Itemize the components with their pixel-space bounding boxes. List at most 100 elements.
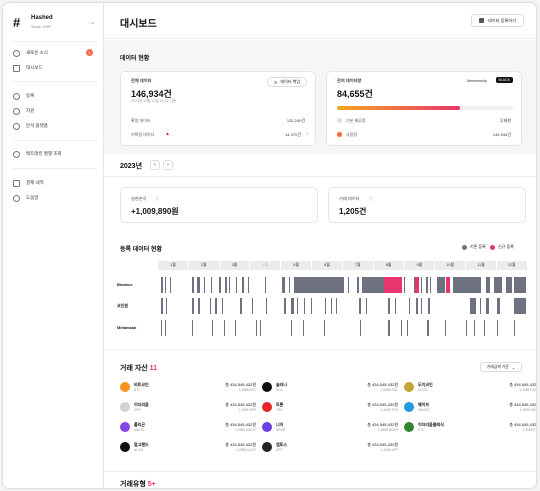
timeline-mark [428,298,430,314]
warning-icon: ▲ [165,131,170,137]
usage-progress-bar [337,106,513,110]
membership-label: Membership [467,79,487,83]
brand-name: Hashed [31,15,53,21]
next-year-button[interactable]: › [163,160,173,170]
sidebar-item-news[interactable]: 새로운 소식 1 [13,48,97,58]
timeline-mark [256,320,257,336]
timeline-mark [437,277,445,293]
sidebar-item-help[interactable]: 도움말 [13,193,97,203]
asset-ticker: MATIC [134,428,145,432]
timeline-mark [421,277,422,293]
info-icon[interactable]: ⓘ [369,196,373,201]
divider [13,140,97,141]
calendar-icon [13,150,20,158]
asset-item[interactable]: 니어 NEAR 총 434,545,432원 1,4585 NEAR [262,420,398,436]
info-circle-icon [13,107,20,115]
legend-label: 신규 등록 [498,244,514,249]
etc-coin-icon [404,422,414,432]
timeline-mark [240,298,242,314]
timeline-mark [486,277,490,293]
divider [104,471,536,472]
sidebar-item-payments[interactable]: 결제 내역 [13,178,97,188]
asset-ticker: ALGO [134,448,144,452]
asset-item[interactable]: 알고랜드 ALGO 총 434,545,432원 1,4585 ALGO [120,440,256,456]
timeline-mark [282,277,285,293]
timeline-mark [210,298,211,314]
sidebar-item-label: 지원 [26,108,35,113]
asset-item[interactable]: 이더리움 XRP 총 434,545,432원 1,4585 XRP [120,400,256,416]
asset-item[interactable]: 앱토스 APT 총 434,545,432원 1,4585 APT [262,440,398,456]
realized-pnl-value: +1,009,890원 [131,207,179,216]
sort-select[interactable]: 거래금액 기준 ⌄ [479,362,522,372]
asset-quantity: 1,4585 XRP [238,408,256,412]
sidebar-item-register[interactable]: 등록 [13,91,97,101]
btc-coin-icon [120,382,130,392]
timeline-mark [197,277,200,293]
timeline-mark [260,320,261,336]
timeline-mark [348,277,349,293]
sidebar-item-support[interactable]: 지원 [13,106,97,116]
chevron-right-icon[interactable]: › [306,131,308,137]
home-icon [13,64,20,72]
asset-quantity: 1,4585 TRX [380,408,398,412]
data-status-section: 데이터 현황 전체 데이터 146,934건 2023년 11월 12일 22:… [104,40,536,154]
asset-quantity: 1,4585 ALGO [236,448,256,452]
brand-switcher[interactable]: # Hashed Since 1997 ⌄ [13,13,97,35]
info-icon[interactable]: ⓘ [155,196,159,201]
realized-pnl-label: 실현손익 [131,196,147,201]
timeline-mark [494,277,502,293]
sidebar-item-analysis[interactable]: 분석 플랫폼 [13,121,97,131]
waves-coin-icon [404,402,414,412]
asset-name: 웨이브 [418,402,430,407]
sidebar-item-dashboard[interactable]: 대시보드 [13,63,97,73]
timeline-row-label: Metamask [117,325,137,330]
timeline-mark [325,298,326,314]
assets-title: 거래 자산 11 [120,363,157,373]
timeline-mark-new [415,277,419,293]
prev-year-button[interactable]: ‹ [150,160,160,170]
legend-swatch [462,244,467,250]
usage-progress-fill [337,106,461,110]
timeline-mark [161,277,163,293]
data-backup-button[interactable]: ↻ 데이터 백업 [267,77,307,87]
asset-item[interactable]: 비트코인 BTC 총 434,545,432원 1,4585 BTC [120,380,256,396]
timeline-mark [357,277,359,293]
near-coin-icon [262,422,272,432]
timeline-mark [284,298,286,314]
register-data-button[interactable]: 데이터 등록하기 [470,14,524,27]
sidebar-item-backtracking[interactable]: 백트래킹 월별 조회 [13,149,97,159]
timeline-mark [395,298,396,314]
asset-quantity: 1,4585 APT [380,448,398,452]
timeline-mark [416,298,418,314]
plus-circle-icon [13,92,20,100]
chevron-down-icon: ⌄ [89,20,95,26]
total-data-label: 전체 데이터 [131,78,152,83]
legend-label: 기존 등록 [470,244,486,249]
timeline-mark [297,298,298,314]
help-icon [13,194,20,202]
timeline-month-1: 1월 [158,261,189,270]
trade-types-title: 거래유형 5+ [120,479,156,488]
header: 대시보드 데이터 등록하기 [104,3,536,39]
membership-badge: BLACK [495,77,513,83]
sol-coin-icon [262,382,272,392]
asset-item[interactable]: 폴리곤 MATIC 총 434,545,432원 1,4585 MATIC [120,420,256,436]
asset-item[interactable]: 트론 TRX 총 434,545,432원 1,4585 TRX [262,400,398,416]
asset-amount: 총 434,545,432원 [509,402,536,407]
timeline-mark [192,298,194,314]
timeline-mark [212,320,213,336]
divider [13,168,97,169]
timeline-mark [331,298,332,314]
asset-item[interactable]: 솔라나 SOL 총 434,545,432원 1,4585 SOL [262,380,398,396]
timeline-mark [486,298,489,314]
timeline-mark [235,320,236,336]
asset-amount: 총 434,545,432원 [225,402,256,407]
timeline-mark [514,298,526,314]
divider [13,81,97,82]
brand-logo: # [13,15,21,30]
page-title: 대시보드 [120,19,157,30]
asset-ticker: SOL [276,388,283,392]
